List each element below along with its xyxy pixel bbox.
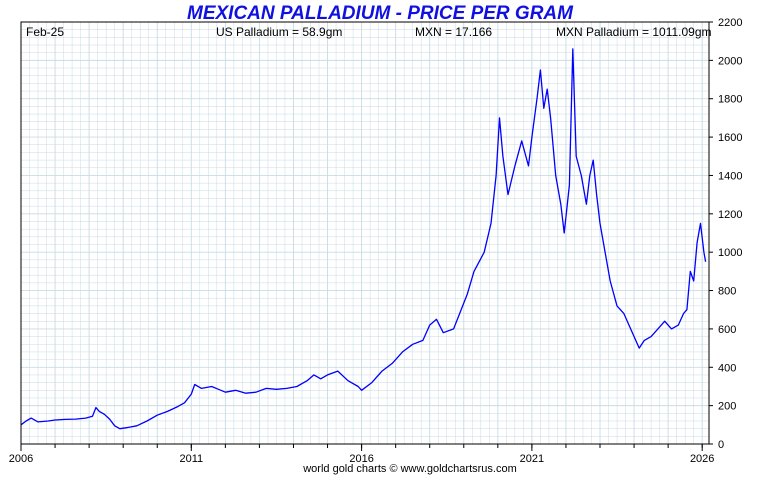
x-tick-label: 2016 — [349, 453, 373, 465]
plot-frame — [20, 21, 710, 445]
x-tick-label: 2011 — [179, 453, 203, 465]
info-us-price: US Palladium = 58.9gm — [216, 25, 342, 39]
x-tick-label: 2021 — [520, 453, 544, 465]
y-tick-label: 1600 — [718, 132, 742, 144]
series-layer — [20, 48, 707, 430]
info-exchange-rate: MXN = 17.166 — [415, 25, 492, 39]
series-line-mxn-palladium — [20, 48, 707, 430]
y-tick-label: 1000 — [718, 247, 742, 259]
y-tick-label: 2200 — [718, 17, 742, 29]
footer-credit: world gold charts © www.goldchartsrus.co… — [302, 463, 517, 475]
x-tick-label: 2006 — [9, 453, 33, 465]
y-tick-label: 1800 — [718, 94, 742, 106]
grid-lines — [20, 21, 709, 445]
info-local-price: MXN Palladium = 1011.09gm — [556, 25, 712, 39]
y-tick-label: 800 — [718, 286, 736, 298]
y-tick-label: 0 — [718, 439, 724, 451]
y-tick-label: 200 — [718, 401, 736, 413]
y-tick-label: 600 — [718, 324, 736, 336]
y-axis: 0 200 400 600 800 1000 1200 1400 1600 1800 2000 220… — [709, 17, 742, 451]
x-tick-label: 2026 — [690, 453, 714, 465]
y-tick-label: 1400 — [718, 170, 742, 182]
y-tick-label: 400 — [718, 362, 736, 374]
y-tick-label: 1200 — [718, 209, 742, 221]
y-tick-label: 2000 — [718, 55, 742, 67]
x-axis: 2006 2011 2016 2021 2026 — [9, 444, 714, 465]
info-date: Feb-25 — [26, 25, 64, 39]
chart-title: MEXICAN PALLADIUM - PRICE PER GRAM — [187, 3, 574, 24]
